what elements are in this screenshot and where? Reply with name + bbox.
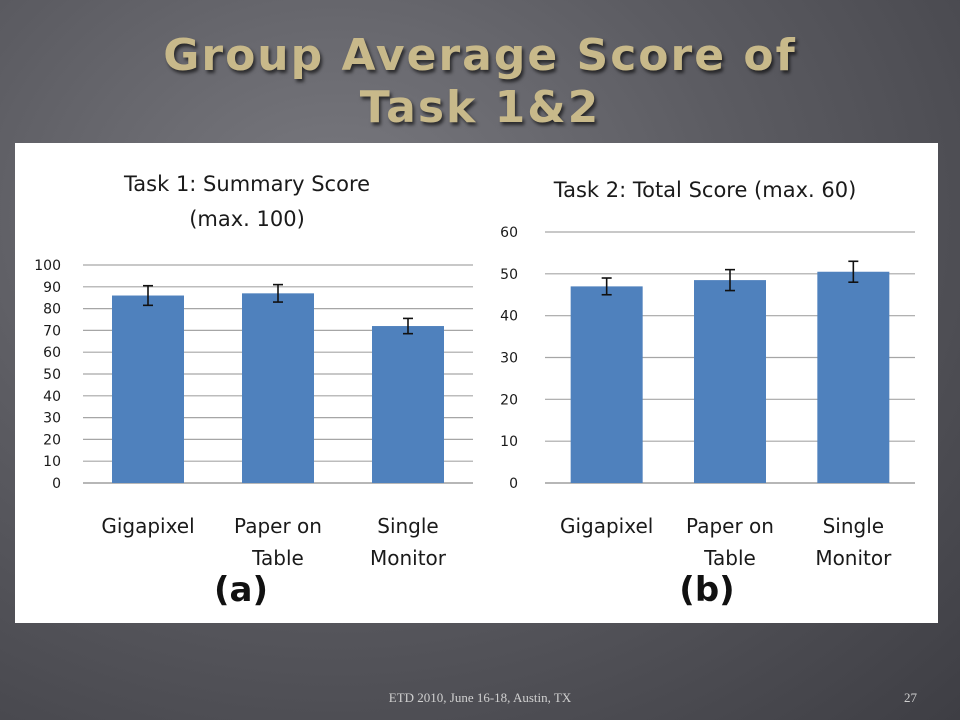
chart-1-category-label: Single <box>377 514 438 538</box>
chart-1-y-tick-label: 100 <box>34 258 61 274</box>
chart-2-category-label: Single <box>823 514 884 538</box>
chart-1-panel-label: (a) <box>214 570 268 610</box>
chart-2-panel-label: (b) <box>679 570 734 610</box>
chart-1-y-tick-label: 0 <box>52 476 61 492</box>
chart-2-bar <box>817 271 890 483</box>
chart-1-y-tick-label: 60 <box>43 345 61 361</box>
slide-title-line-1: Group Average Score of <box>163 30 797 81</box>
chart-2-y-tick-label: 60 <box>500 225 518 241</box>
chart-2-y-tick-label: 50 <box>500 267 518 283</box>
chart-1-y-tick-label: 10 <box>43 454 61 470</box>
chart-2-y-tick-label: 40 <box>500 309 518 325</box>
chart-1-y-tick-label: 30 <box>43 411 61 427</box>
chart-1-title-line-1: Task 1: Summary Score <box>123 172 370 196</box>
chart-1-y-tick-label: 40 <box>43 389 61 405</box>
chart-1-y-tick-label: 70 <box>43 323 61 339</box>
chart-2-title-line-1: Task 2: Total Score (max. 60) <box>553 178 857 202</box>
chart-1-title-line-2: (max. 100) <box>189 207 305 231</box>
chart-1-category-label: Gigapixel <box>101 514 194 538</box>
chart-1-y-tick-label: 20 <box>43 432 61 448</box>
chart-2-bar <box>570 286 643 483</box>
chart-1-y-tick-label: 90 <box>43 280 61 296</box>
slide-title-line-2: Task 1&2 <box>359 82 601 133</box>
chart-2-y-tick-label: 20 <box>500 392 518 408</box>
slide-number: 27 <box>904 690 917 705</box>
chart-2-y-tick-label: 10 <box>500 434 518 450</box>
chart-1-bar <box>242 293 314 483</box>
chart-1-category-label: Table <box>251 546 304 570</box>
chart-2-category-label: Monitor <box>815 546 892 570</box>
slide-footer: ETD 2010, June 16-18, Austin, TX <box>388 690 572 705</box>
slide-title: Group Average Score of Task 1&2 <box>0 30 960 134</box>
chart-2-category-label: Paper on <box>686 514 774 538</box>
chart-2-y-tick-label: 0 <box>509 476 518 492</box>
chart-1-y-tick-label: 50 <box>43 367 61 383</box>
chart-1-bar <box>112 295 184 483</box>
chart-2-bar <box>694 280 766 483</box>
chart-2-category-label: Gigapixel <box>560 514 653 538</box>
charts-panel: Task 1: Summary Score (max. 100) 0 10 20 30 40… <box>15 143 938 623</box>
chart-1-category-label: Paper on <box>234 514 322 538</box>
chart-2-y-tick-label: 30 <box>500 351 518 367</box>
chart-1-y-tick-label: 80 <box>43 302 61 318</box>
chart-1-bar <box>372 326 444 483</box>
chart-1-category-label: Monitor <box>370 546 447 570</box>
charts-svg: Task 1: Summary Score (max. 100) 0 10 20 30 40… <box>34 172 915 610</box>
chart-2-category-label: Table <box>703 546 756 570</box>
